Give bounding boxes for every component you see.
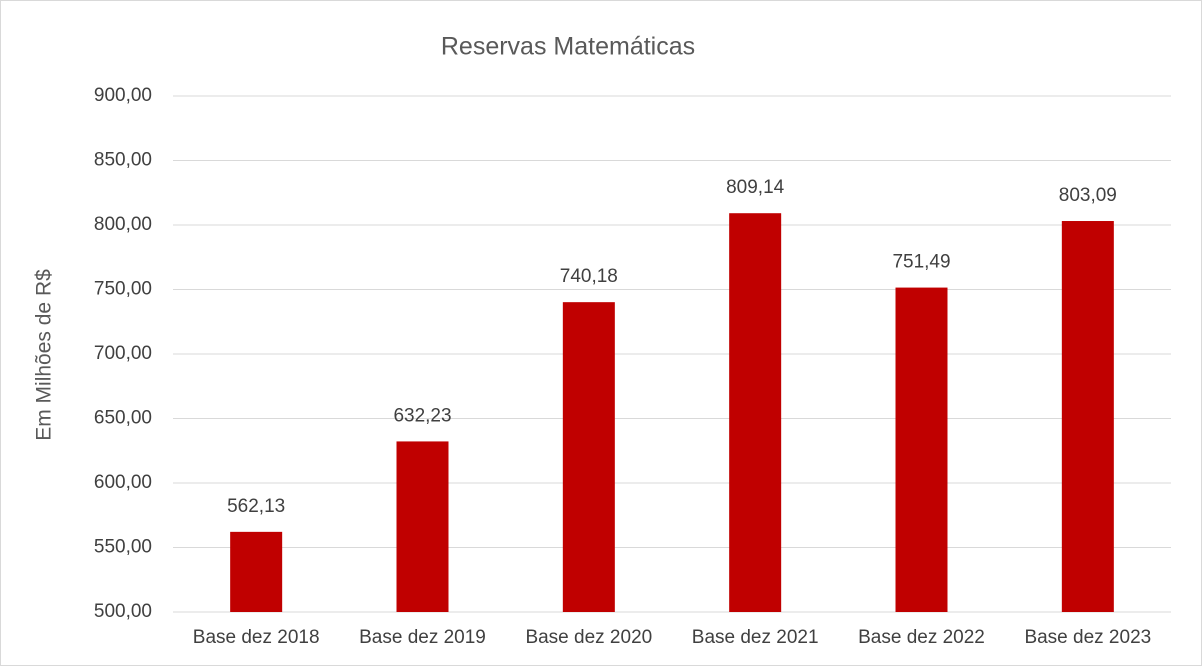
y-tick-label: 900,00 xyxy=(94,85,152,106)
x-tick-label: Base dez 2018 xyxy=(193,627,320,648)
bar xyxy=(729,213,782,612)
y-tick-label: 750,00 xyxy=(94,279,152,300)
bar xyxy=(396,441,449,612)
x-tick-label: Base dez 2021 xyxy=(692,627,819,648)
x-tick-label: Base dez 2022 xyxy=(858,627,985,648)
bar xyxy=(562,302,615,612)
x-tick-label: Base dez 2023 xyxy=(1024,627,1151,648)
x-tick-label: Base dez 2020 xyxy=(525,627,652,648)
chart-title: Reservas Matemáticas xyxy=(441,33,695,61)
bar xyxy=(230,531,283,612)
bar xyxy=(895,287,948,612)
y-tick-label: 800,00 xyxy=(94,214,152,235)
y-tick-label: 550,00 xyxy=(94,537,152,558)
value-label: 562,13 xyxy=(227,496,285,517)
value-label: 803,09 xyxy=(1059,185,1117,206)
value-label: 751,49 xyxy=(892,252,950,273)
y-tick-label: 700,00 xyxy=(94,343,152,364)
value-label: 632,23 xyxy=(393,405,451,426)
y-tick-label: 500,00 xyxy=(94,601,152,622)
y-tick-label: 850,00 xyxy=(94,150,152,171)
value-label: 809,14 xyxy=(726,177,785,198)
value-label: 740,18 xyxy=(560,266,618,287)
y-tick-label: 650,00 xyxy=(94,408,152,429)
bar xyxy=(1061,221,1114,612)
y-axis-label: Em Milhões de R$ xyxy=(33,269,56,441)
y-tick-label: 600,00 xyxy=(94,472,152,493)
x-tick-label: Base dez 2019 xyxy=(359,627,486,648)
